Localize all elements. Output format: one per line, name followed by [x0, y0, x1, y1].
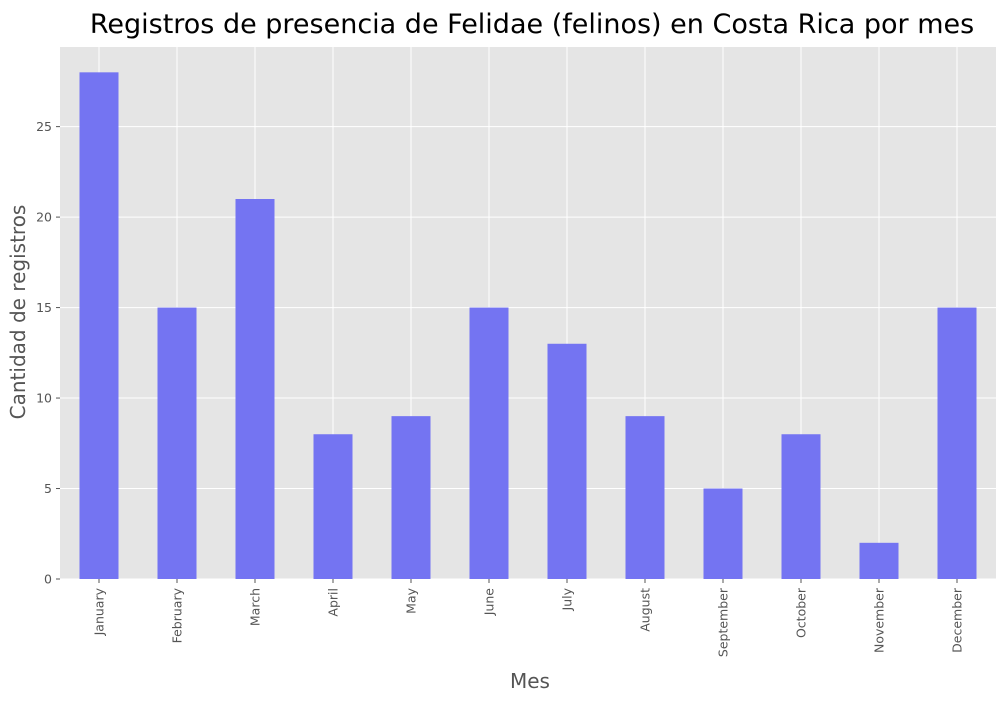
y-tick-label: 10	[36, 391, 52, 406]
bar-october	[781, 434, 821, 579]
y-tick-label: 20	[36, 210, 52, 225]
bar-november	[859, 542, 899, 579]
chart-title: Registros de presencia de Felidae (felin…	[90, 9, 974, 40]
bar-march	[235, 199, 275, 579]
bar-august	[625, 416, 665, 579]
y-tick-label: 15	[36, 300, 52, 315]
bar-april	[313, 434, 353, 579]
x-tick-label: January	[92, 587, 107, 636]
x-tick-label: October	[794, 587, 809, 638]
y-tick-label: 25	[36, 119, 52, 134]
y-tick-label: 0	[44, 572, 52, 587]
x-tick-label: August	[638, 588, 653, 632]
x-tick-label: June	[482, 588, 497, 617]
x-tick-label: July	[560, 587, 575, 611]
y-axis-ticks: 0 5 10 15 20 25	[36, 119, 60, 587]
x-axis-label: Mes	[510, 669, 550, 693]
x-tick-label: December	[950, 587, 965, 653]
x-tick-label: May	[404, 587, 419, 613]
x-tick-label: March	[248, 588, 263, 626]
bar-september	[703, 488, 743, 579]
y-tick-label: 5	[44, 481, 52, 496]
x-tick-label: November	[872, 587, 887, 653]
bar-may	[391, 416, 431, 579]
bar-january	[79, 72, 119, 579]
x-tick-label: February	[170, 587, 185, 643]
x-axis-ticks: January February March April May June July Augu…	[92, 579, 965, 657]
plot-area	[60, 47, 996, 579]
x-tick-label: April	[326, 588, 341, 617]
bar-june	[469, 307, 509, 579]
bar-december	[937, 307, 977, 579]
bar-july	[547, 343, 587, 579]
x-tick-label: September	[716, 587, 731, 657]
bars	[79, 72, 977, 579]
y-axis-label: Cantidad de registros	[6, 205, 30, 420]
bar-february	[157, 307, 197, 579]
